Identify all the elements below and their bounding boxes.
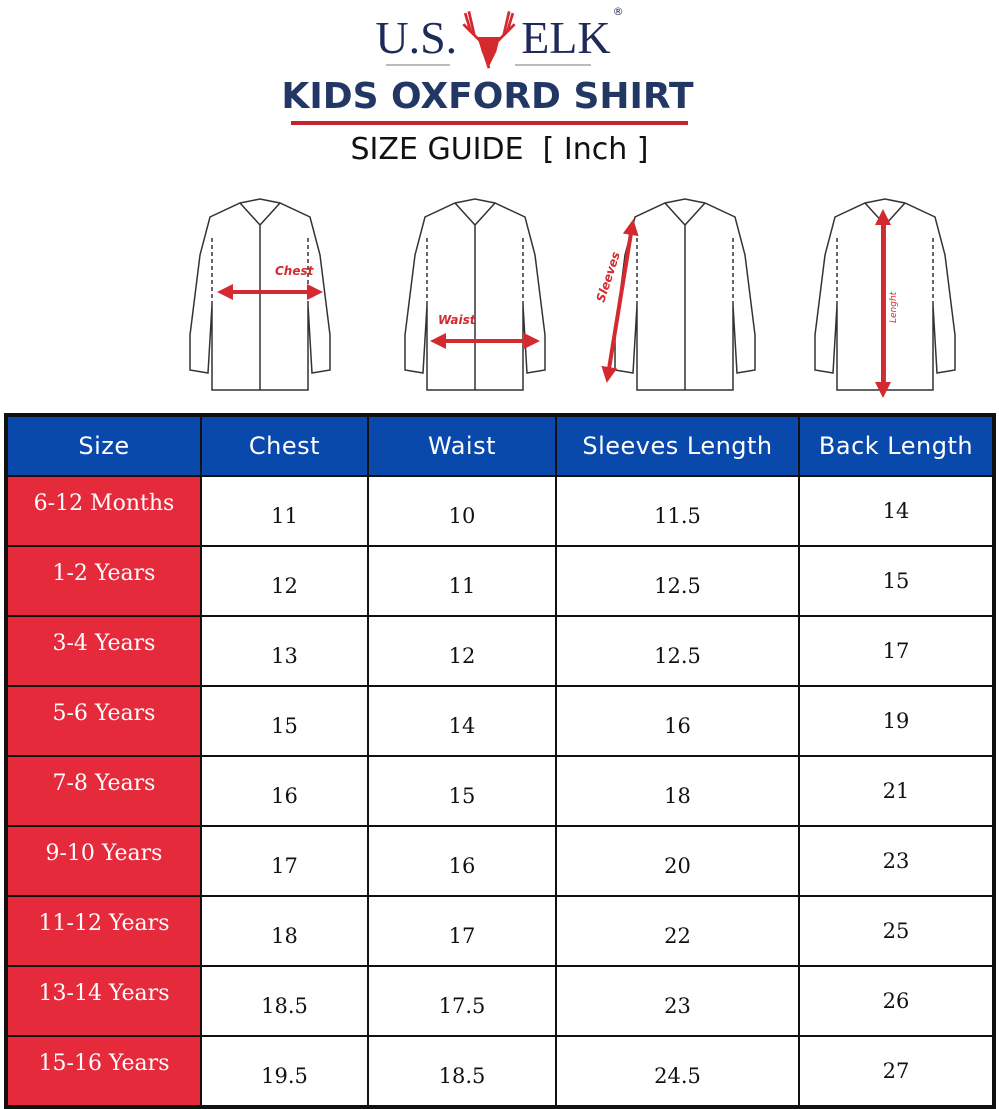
cell-size: 3-4 Years — [5, 615, 202, 687]
cell-sleeves-length: 20 — [555, 825, 800, 897]
table-row: 15-16 Years 19.5 18.5 24.5 27 — [5, 1035, 995, 1108]
cell-back-length: 26 — [798, 965, 995, 1037]
logo-text-left: U.S. — [375, 12, 458, 63]
cell-waist: 11 — [367, 545, 557, 617]
cell-chest: 13 — [200, 615, 369, 687]
table-row: 9-10 Years 17 16 20 23 — [5, 825, 995, 897]
size-table: Size Chest Waist Sleeves Length Back Len… — [4, 413, 996, 1109]
cell-back-length: 27 — [798, 1035, 995, 1108]
cell-size: 13-14 Years — [5, 965, 202, 1037]
cell-chest: 18.5 — [200, 965, 369, 1037]
cell-waist: 10 — [367, 475, 557, 547]
header-back-length: Back Length — [798, 414, 995, 477]
cell-sleeves-length: 11.5 — [555, 475, 800, 547]
chest-label: Chest — [275, 264, 315, 278]
table-row: 7-8 Years 16 15 18 21 — [5, 755, 995, 827]
cell-waist: 17 — [367, 895, 557, 967]
title-underline — [291, 121, 688, 125]
cell-chest: 18 — [200, 895, 369, 967]
cell-waist: 15 — [367, 755, 557, 827]
cell-waist: 14 — [367, 685, 557, 757]
header-waist: Waist — [367, 414, 557, 477]
cell-size: 11-12 Years — [5, 895, 202, 967]
table-row: 5-6 Years 15 14 16 19 — [5, 685, 995, 757]
cell-sleeves-length: 12.5 — [555, 545, 800, 617]
cell-chest: 12 — [200, 545, 369, 617]
header-size: Size — [5, 414, 202, 477]
elk-head-icon — [462, 11, 516, 69]
header-sleeves-length: Sleeves Length — [555, 414, 800, 477]
table-header-row: Size Chest Waist Sleeves Length Back Len… — [5, 414, 995, 477]
cell-sleeves-length: 23 — [555, 965, 800, 1037]
cell-back-length: 14 — [798, 475, 995, 547]
cell-waist: 18.5 — [367, 1035, 557, 1108]
cell-size: 15-16 Years — [5, 1035, 202, 1108]
cell-chest: 11 — [200, 475, 369, 547]
cell-back-length: 25 — [798, 895, 995, 967]
logo-rule-left — [386, 64, 450, 66]
cell-back-length: 21 — [798, 755, 995, 827]
header-chest: Chest — [200, 414, 369, 477]
brand-logo: U.S. ELK ® — [0, 4, 999, 70]
cell-size: 9-10 Years — [5, 825, 202, 897]
cell-size: 6-12 Months — [5, 475, 202, 547]
table-row: 6-12 Months 11 10 11.5 14 — [5, 475, 995, 547]
cell-back-length: 17 — [798, 615, 995, 687]
cell-chest: 15 — [200, 685, 369, 757]
logo-text-right: ELK — [521, 12, 611, 63]
table-row: 11-12 Years 18 17 22 25 — [5, 895, 995, 967]
cell-waist: 17.5 — [367, 965, 557, 1037]
logo-rule-right — [515, 64, 591, 66]
cell-sleeves-length: 22 — [555, 895, 800, 967]
shirt-chest-diagram: Chest — [189, 198, 331, 391]
sleeves-label: Sleeves — [594, 250, 623, 304]
table-row: 13-14 Years 18.5 17.5 23 26 — [5, 965, 995, 1037]
cell-back-length: 19 — [798, 685, 995, 757]
table-row: 1-2 Years 12 11 12.5 15 — [5, 545, 995, 617]
cell-chest: 17 — [200, 825, 369, 897]
cell-sleeves-length: 18 — [555, 755, 800, 827]
cell-back-length: 15 — [798, 545, 995, 617]
page-title: KIDS OXFORD SHIRT — [281, 76, 694, 117]
shirt-length-diagram: Lenght — [814, 198, 956, 398]
cell-size: 5-6 Years — [5, 685, 202, 757]
waist-label: Waist — [438, 313, 477, 327]
cell-size: 7-8 Years — [5, 755, 202, 827]
shirt-diagrams: Chest Waist Sleeves Lenght — [189, 198, 956, 398]
cell-sleeves-length: 16 — [555, 685, 800, 757]
length-label: Lenght — [889, 291, 899, 323]
registered-mark: ® — [612, 5, 624, 18]
cell-sleeves-length: 12.5 — [555, 615, 800, 687]
shirt-waist-diagram: Waist — [404, 198, 546, 391]
cell-back-length: 23 — [798, 825, 995, 897]
cell-chest: 19.5 — [200, 1035, 369, 1108]
cell-waist: 16 — [367, 825, 557, 897]
cell-sleeves-length: 24.5 — [555, 1035, 800, 1108]
cell-chest: 16 — [200, 755, 369, 827]
shirt-sleeves-diagram: Sleeves — [594, 198, 756, 391]
table-row: 3-4 Years 13 12 12.5 17 — [5, 615, 995, 687]
cell-waist: 12 — [367, 615, 557, 687]
cell-size: 1-2 Years — [5, 545, 202, 617]
page-subtitle: SIZE GUIDE [ Inch ] — [350, 132, 649, 167]
